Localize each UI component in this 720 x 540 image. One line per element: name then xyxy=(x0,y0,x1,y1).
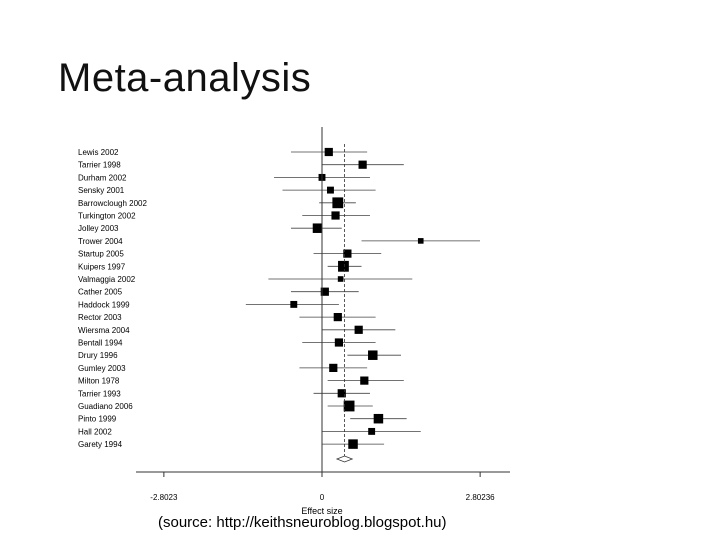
effect-marker xyxy=(329,363,338,372)
effect-marker xyxy=(368,427,376,435)
study-label: Pinto 1999 xyxy=(78,415,117,424)
effect-marker xyxy=(331,211,340,220)
effect-marker xyxy=(324,147,333,157)
study-label: Guadiano 2006 xyxy=(78,402,133,411)
effect-marker xyxy=(358,160,367,169)
study-label: Wiersma 2004 xyxy=(78,326,130,335)
x-tick-label: 0 xyxy=(320,493,325,502)
study-label: Bentall 1994 xyxy=(78,339,123,348)
effect-marker xyxy=(343,400,355,412)
effect-marker xyxy=(360,376,369,385)
effect-marker xyxy=(333,313,342,322)
study-label: Cather 2005 xyxy=(78,288,123,297)
slide-title: Meta-analysis xyxy=(58,56,312,100)
effect-marker xyxy=(327,186,334,194)
study-label: Garety 1994 xyxy=(78,440,123,449)
study-label: Drury 1996 xyxy=(78,351,118,360)
study-label: Hall 2002 xyxy=(78,427,112,436)
study-label: Sensky 2001 xyxy=(78,186,125,195)
effect-marker xyxy=(338,260,349,272)
study-label: Valmaggia 2002 xyxy=(78,275,136,284)
effect-markers xyxy=(290,147,424,463)
effect-marker xyxy=(337,276,344,282)
study-label: Durham 2002 xyxy=(78,173,127,182)
study-label: Startup 2005 xyxy=(78,250,124,259)
effect-marker xyxy=(373,413,384,424)
study-label: Tarrier 1998 xyxy=(78,161,121,170)
effect-marker xyxy=(312,223,323,233)
source-caption: (source: http://keithsneuroblog.blogspot… xyxy=(158,514,447,531)
x-axis-label: Effect size xyxy=(301,506,342,516)
confidence-interval-lines xyxy=(245,151,480,445)
study-label: Rector 2003 xyxy=(78,313,122,322)
study-label: Kuipers 1997 xyxy=(78,262,126,271)
effect-marker xyxy=(354,325,363,334)
study-label: Tarrier 1993 xyxy=(78,389,121,398)
effect-marker xyxy=(290,300,298,308)
pooled-diamond xyxy=(335,455,354,463)
x-tick-label: 2.80236 xyxy=(466,493,495,502)
effect-marker xyxy=(348,439,358,449)
effect-marker xyxy=(368,350,378,360)
effect-marker xyxy=(332,197,344,209)
study-label: Gumley 2003 xyxy=(78,364,126,373)
study-label: Jolley 2003 xyxy=(78,224,119,233)
study-label: Turkington 2002 xyxy=(78,212,136,221)
effect-marker xyxy=(417,238,424,244)
study-label: Milton 1978 xyxy=(78,377,120,386)
study-labels: Lewis 2002 Tarrier 1998 Durham 2002 Sensky … xyxy=(78,148,147,449)
effect-marker xyxy=(334,338,344,347)
study-label: Lewis 2002 xyxy=(78,148,119,157)
effect-marker xyxy=(337,389,346,398)
effect-marker xyxy=(343,249,352,258)
plot-axes: -2.8023 0 2.80236 xyxy=(136,127,510,502)
study-label: Barrowclough 2002 xyxy=(78,199,147,208)
study-label: Haddock 1999 xyxy=(78,300,130,309)
study-label: Trower 2004 xyxy=(78,237,123,246)
effect-marker xyxy=(320,287,329,296)
x-tick-label: -2.8023 xyxy=(150,493,178,502)
